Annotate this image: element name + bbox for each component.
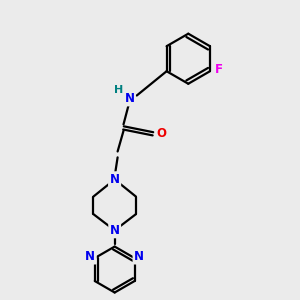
Text: H: H xyxy=(115,85,124,95)
Text: N: N xyxy=(124,92,134,105)
Text: N: N xyxy=(110,173,120,186)
Text: N: N xyxy=(85,250,95,263)
Text: N: N xyxy=(110,173,120,186)
Text: O: O xyxy=(156,127,166,140)
Text: N: N xyxy=(110,224,120,237)
Text: F: F xyxy=(215,63,223,76)
Text: N: N xyxy=(134,250,144,263)
